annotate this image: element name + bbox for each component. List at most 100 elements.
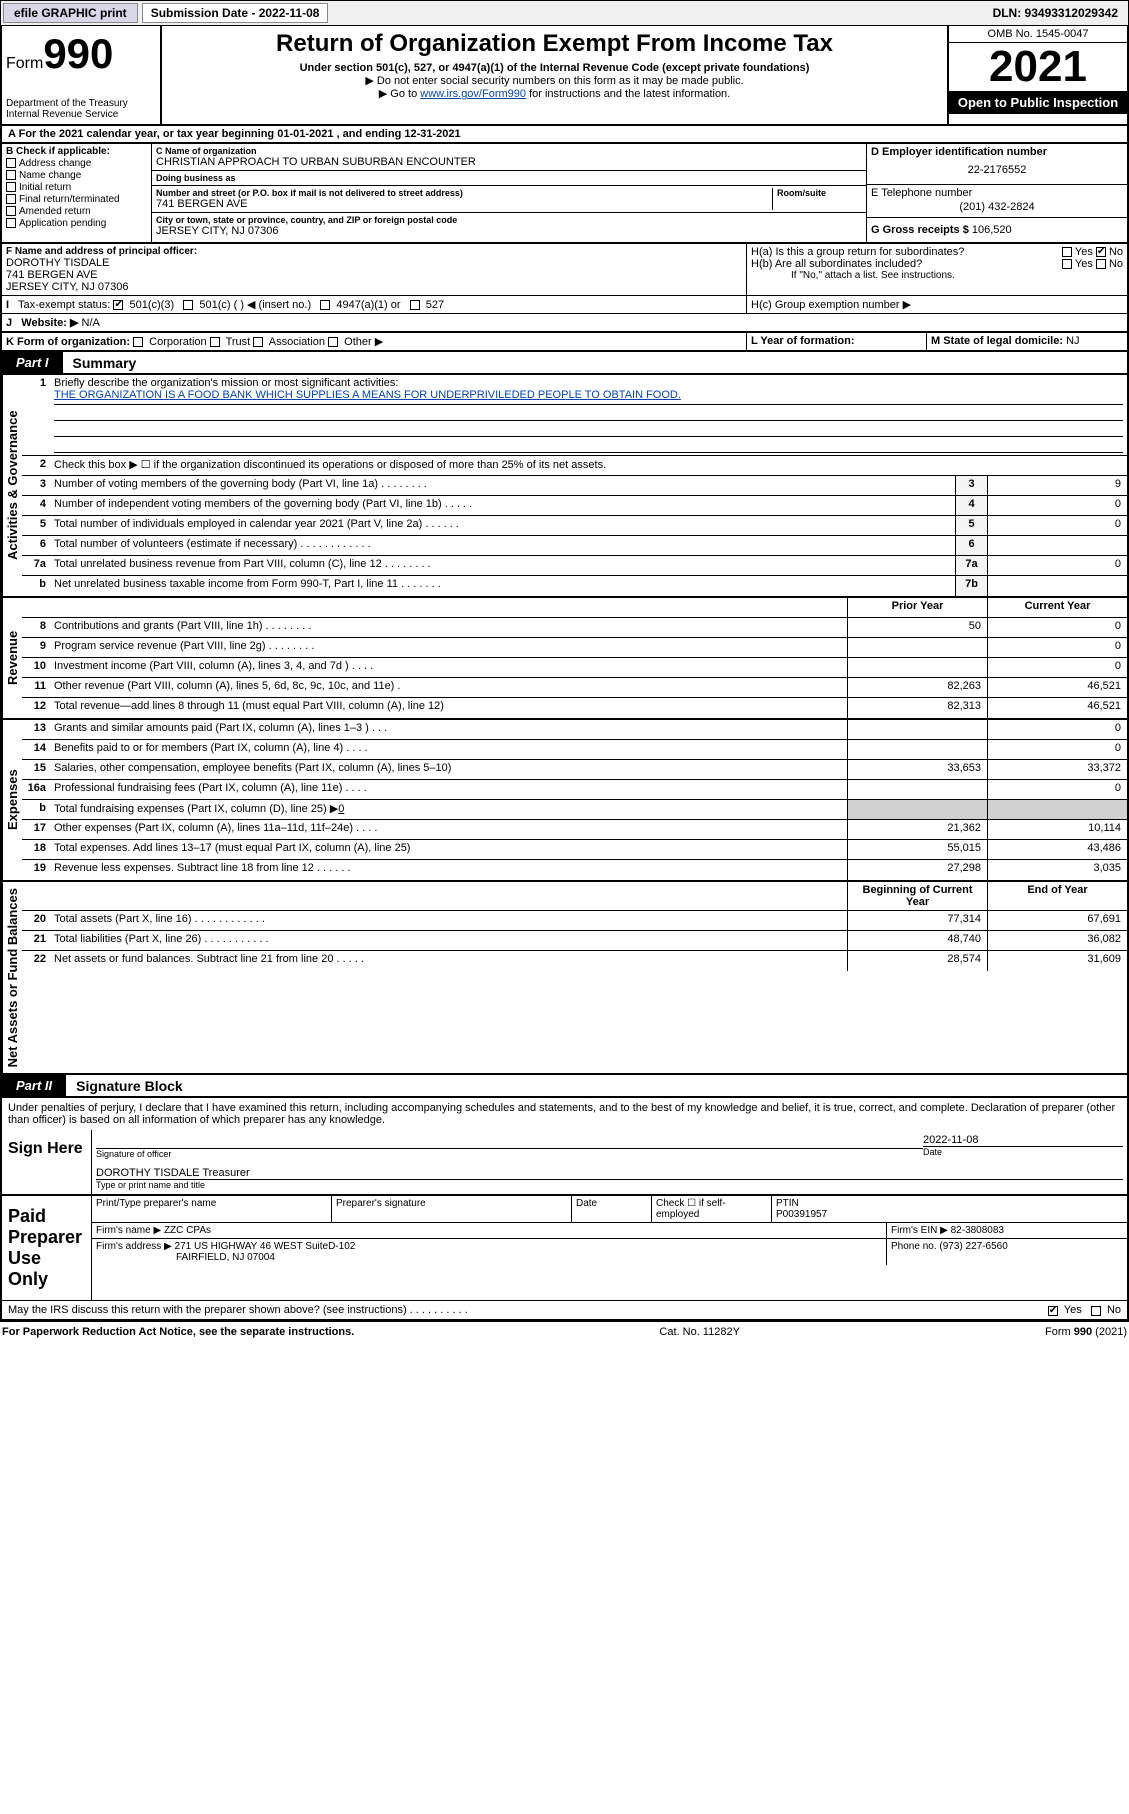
chk-application-pending[interactable]: Application pending	[6, 218, 147, 229]
ein-value: 22-2176552	[871, 158, 1123, 182]
firm-ein: 82-3808083	[951, 1225, 1004, 1236]
chk-may-irs-yes[interactable]	[1048, 1306, 1058, 1316]
firm-addr2: FAIRFIELD, NJ 07004	[96, 1252, 275, 1263]
state-domicile-label: M State of legal domicile:	[931, 335, 1063, 347]
form-number: Form990	[6, 30, 156, 78]
line5-desc: Total number of individuals employed in …	[50, 516, 955, 535]
website-label: Website: ▶	[21, 317, 78, 329]
line12-desc: Total revenue—add lines 8 through 11 (mu…	[50, 698, 847, 718]
line9-desc: Program service revenue (Part VIII, line…	[50, 638, 847, 657]
may-irs-discuss: May the IRS discuss this return with the…	[8, 1304, 468, 1316]
open-inspection-badge: Open to Public Inspection	[949, 91, 1127, 114]
firm-phone: (973) 227-6560	[939, 1241, 1007, 1252]
ein-label: D Employer identification number	[871, 146, 1123, 158]
line8-desc: Contributions and grants (Part VIII, lin…	[50, 618, 847, 637]
line14-desc: Benefits paid to or for members (Part IX…	[50, 740, 847, 759]
line6-val	[987, 536, 1127, 555]
org-name-label: C Name of organization	[156, 146, 862, 156]
city-label: City or town, state or province, country…	[156, 215, 862, 225]
org-name: CHRISTIAN APPROACH TO URBAN SUBURBAN ENC…	[156, 156, 862, 168]
dba-label: Doing business as	[156, 173, 862, 183]
chk-name-change[interactable]: Name change	[6, 170, 147, 181]
line16b-desc: Total fundraising expenses (Part IX, col…	[50, 800, 847, 819]
line11-desc: Other revenue (Part VIII, column (A), li…	[50, 678, 847, 697]
sig-date: 2022-11-08	[923, 1134, 1123, 1146]
line7b-val	[987, 576, 1127, 596]
ha-label: H(a) Is this a group return for subordin…	[751, 246, 964, 258]
firm-name: ZZC CPAs	[164, 1225, 211, 1236]
city-value: JERSEY CITY, NJ 07306	[156, 225, 862, 237]
line4-desc: Number of independent voting members of …	[50, 496, 955, 515]
line10-desc: Investment income (Part VIII, column (A)…	[50, 658, 847, 677]
officer-label: F Name and address of principal officer:	[6, 246, 197, 257]
officer-name: DOROTHY TISDALE	[6, 257, 742, 269]
chk-501c3[interactable]	[113, 300, 123, 310]
chk-address-change[interactable]: Address change	[6, 158, 147, 169]
pra-notice: For Paperwork Reduction Act Notice, see …	[2, 1326, 354, 1338]
hb-label: H(b) Are all subordinates included?	[751, 258, 922, 270]
line7b-desc: Net unrelated business taxable income fr…	[50, 576, 955, 596]
vlabel-revenue: Revenue	[2, 598, 22, 718]
line7a-desc: Total unrelated business revenue from Pa…	[50, 556, 955, 575]
phone-label: E Telephone number	[871, 187, 1123, 199]
chk-trust[interactable]	[210, 337, 220, 347]
street-value: 741 BERGEN AVE	[156, 198, 772, 210]
chk-final-return[interactable]: Final return/terminated	[6, 194, 147, 205]
part2-title: Signature Block	[66, 1078, 183, 1094]
phone-value: (201) 432-2824	[871, 199, 1123, 215]
line2: Check this box ▶ ☐ if the organization d…	[50, 456, 1127, 475]
line19-desc: Revenue less expenses. Subtract line 18 …	[50, 860, 847, 880]
website-value: N/A	[82, 317, 100, 329]
line13-desc: Grants and similar amounts paid (Part IX…	[50, 720, 847, 739]
chk-corp[interactable]	[133, 337, 143, 347]
hdr-begin-year: Beginning of Current Year	[847, 882, 987, 910]
part2-tab: Part II	[2, 1075, 66, 1096]
tax-year-line-a: A For the 2021 calendar year, or tax yea…	[2, 126, 1127, 142]
irs-form990-link[interactable]: www.irs.gov/Form990	[420, 88, 526, 100]
ssn-note: ▶ Do not enter social security numbers o…	[170, 74, 939, 87]
penalty-statement: Under penalties of perjury, I declare th…	[0, 1098, 1129, 1130]
chk-527[interactable]	[410, 300, 420, 310]
street-label: Number and street (or P.O. box if mail i…	[156, 188, 772, 198]
line4-val: 0	[987, 496, 1127, 515]
chk-501c[interactable]	[183, 300, 193, 310]
vlabel-expenses: Expenses	[2, 720, 22, 880]
efile-print-button[interactable]: efile GRAPHIC print	[3, 3, 138, 23]
form-ref: Form 990 (2021)	[1045, 1326, 1127, 1338]
mission-text: THE ORGANIZATION IS A FOOD BANK WHICH SU…	[54, 389, 1123, 405]
section-b-checkboxes: B Check if applicable: Address change Na…	[2, 144, 152, 242]
form-of-org-label: K Form of organization:	[6, 336, 130, 348]
line7a-val: 0	[987, 556, 1127, 575]
chk-may-irs-no[interactable]	[1091, 1306, 1101, 1316]
line15-desc: Salaries, other compensation, employee b…	[50, 760, 847, 779]
line16a-desc: Professional fundraising fees (Part IX, …	[50, 780, 847, 799]
line18-desc: Total expenses. Add lines 13–17 (must eq…	[50, 840, 847, 859]
line20-desc: Total assets (Part X, line 16) . . . . .…	[50, 911, 847, 930]
state-domicile-value: NJ	[1066, 335, 1079, 347]
irs-label: Internal Revenue Service	[6, 109, 156, 120]
omb-number: OMB No. 1545-0047	[949, 26, 1127, 43]
sig-officer-label: Signature of officer	[96, 1148, 923, 1159]
tax-year: 2021	[949, 43, 1127, 91]
chk-4947[interactable]	[320, 300, 330, 310]
chk-other[interactable]	[328, 337, 338, 347]
line17-desc: Other expenses (Part IX, column (A), lin…	[50, 820, 847, 839]
type-name-label: Type or print name and title	[96, 1179, 1123, 1190]
line22-desc: Net assets or fund balances. Subtract li…	[50, 951, 847, 971]
top-toolbar: efile GRAPHIC print Submission Date - 20…	[0, 0, 1129, 26]
hdr-end-year: End of Year	[987, 882, 1127, 910]
hc-label: H(c) Group exemption number ▶	[751, 299, 911, 311]
submission-date: Submission Date - 2022-11-08	[142, 3, 329, 23]
chk-amended-return[interactable]: Amended return	[6, 206, 147, 217]
line3-desc: Number of voting members of the governin…	[50, 476, 955, 495]
chk-assoc[interactable]	[253, 337, 263, 347]
gross-receipts-value: 106,520	[972, 224, 1012, 236]
ptin-value: P00391957	[776, 1209, 827, 1220]
form-title: Return of Organization Exempt From Incom…	[170, 30, 939, 58]
hb-note: If "No," attach a list. See instructions…	[751, 270, 1123, 281]
vlabel-netassets: Net Assets or Fund Balances	[2, 882, 22, 1073]
line1-label: Briefly describe the organization's miss…	[54, 377, 398, 389]
form-subtitle: Under section 501(c), 527, or 4947(a)(1)…	[170, 62, 939, 74]
chk-initial-return[interactable]: Initial return	[6, 182, 147, 193]
year-formation-label: L Year of formation:	[751, 335, 855, 347]
